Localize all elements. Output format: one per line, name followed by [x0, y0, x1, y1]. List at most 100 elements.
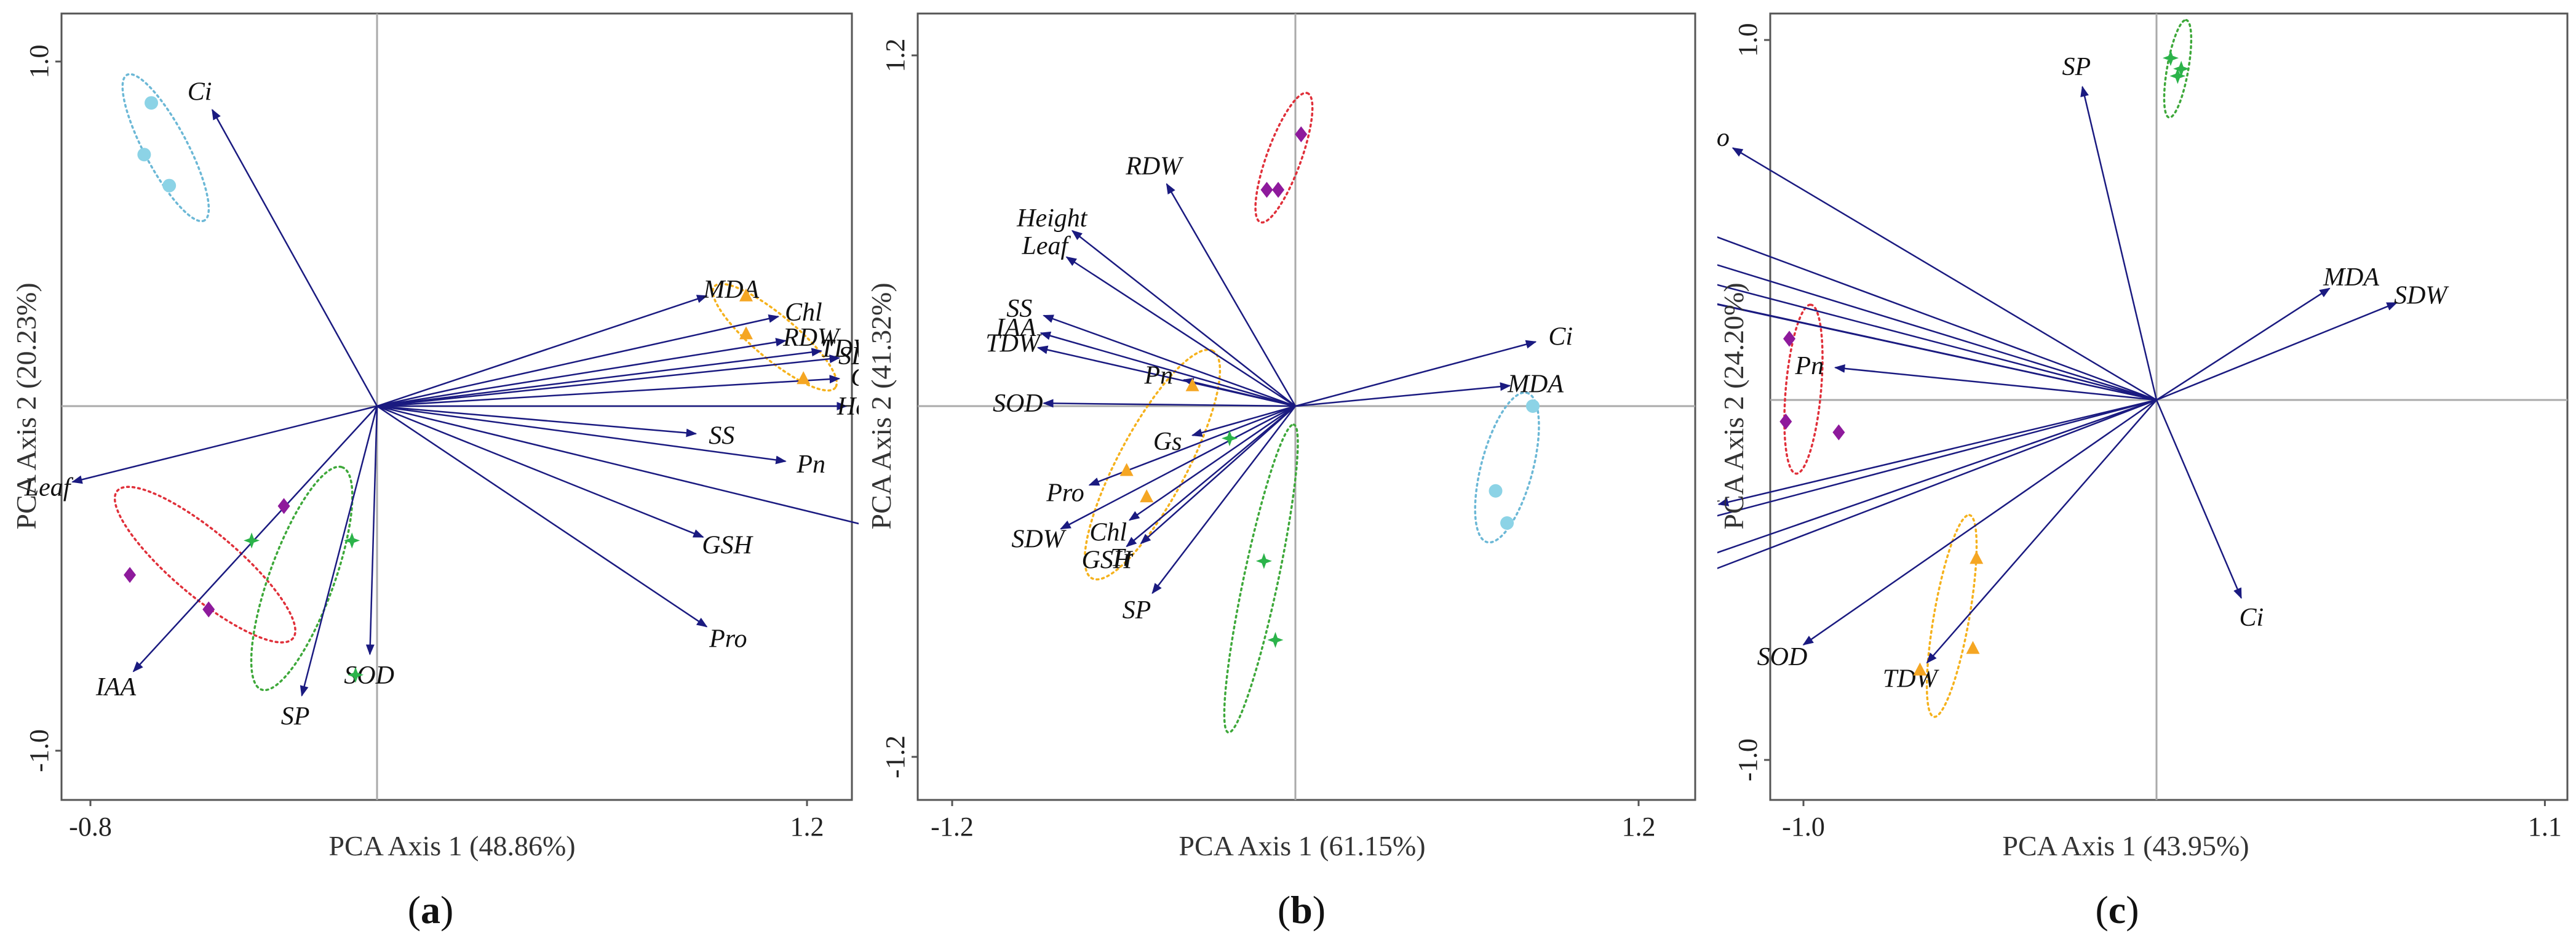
point-green — [244, 532, 260, 549]
vector-label-rdw: RDW — [782, 324, 841, 352]
ellipse-green — [1223, 423, 1299, 734]
vector-label-sp: SP — [281, 702, 310, 730]
y-tick-label: 1.0 — [24, 45, 54, 79]
vector-tdw — [1926, 399, 2157, 664]
x-tick-label: 1.2 — [790, 812, 824, 842]
vector-gsh — [1717, 399, 2157, 506]
point-green — [1255, 553, 1272, 569]
vector-label-chl: Chl — [785, 298, 822, 327]
vector-pn — [1182, 378, 1296, 407]
vector-gsh — [1126, 406, 1296, 548]
vector-pro — [1731, 147, 2157, 401]
ellipse-green — [2163, 18, 2193, 119]
x-tick-label: -0.8 — [69, 812, 112, 842]
y-tick-label: 1.2 — [880, 39, 910, 73]
point-purple — [202, 601, 215, 618]
vector-tr — [1140, 406, 1296, 545]
vector-sp — [1151, 406, 1296, 594]
vector-tr — [1717, 236, 2157, 401]
vector-label-gsh: GSH — [702, 531, 753, 559]
ellipse-green — [250, 465, 354, 692]
point-blue — [145, 96, 159, 110]
vector-gsh — [376, 405, 704, 538]
vector-label-gs: Gs — [851, 364, 859, 392]
vector-rdw — [1717, 399, 2157, 517]
point-green — [1267, 632, 1284, 648]
vector-label-sp: SP — [2062, 53, 2091, 81]
point-green — [2173, 60, 2190, 77]
point-blue — [1525, 399, 1540, 413]
vector-tr — [376, 405, 859, 525]
y-tick-label: -1.0 — [1733, 738, 1763, 781]
y-axis-label-a: PCA Axis 2 (20.23%) — [10, 282, 42, 529]
vector-label-mda: MDA — [1507, 370, 1564, 399]
vector-sp — [300, 406, 378, 697]
vector-chl — [376, 314, 780, 407]
vector-label-height: Height — [1016, 204, 1088, 233]
plot-frame — [1769, 12, 2569, 801]
y-tick-label: -1.0 — [24, 729, 54, 772]
vector-sdw — [376, 354, 841, 407]
point-purple — [1832, 424, 1845, 441]
ellipse-orange — [1083, 348, 1222, 581]
point-green — [344, 532, 360, 549]
point-purple — [1295, 126, 1308, 143]
vector-label-iaa: IAA — [995, 314, 1036, 342]
point-orange — [1119, 463, 1134, 476]
point-green — [348, 666, 364, 683]
point-blue — [1489, 484, 1503, 498]
vector-label-ci: Ci — [1548, 323, 1573, 351]
vector-sdw — [1060, 405, 1296, 530]
vector-iaa — [1717, 284, 2157, 401]
pca-biplot-a: -0.81.21.0-1.0CiMDAChlRDWTDWSDWGsHeightS… — [10, 12, 859, 932]
vector-ss — [1717, 303, 2157, 401]
ellipse-orange — [1925, 514, 1978, 718]
x-tick-label: -1.0 — [1782, 812, 1825, 842]
vector-label-pro: Pro — [1046, 479, 1084, 507]
vector-chl — [1717, 264, 2157, 401]
vector-label-chl: Chl — [1089, 519, 1127, 547]
vector-rdw — [376, 338, 787, 407]
point-orange — [1970, 551, 1984, 564]
point-purple — [124, 567, 137, 583]
x-tick-label: -1.2 — [931, 812, 974, 842]
vector-label-sod: SOD — [993, 390, 1043, 418]
vector-chl — [1128, 405, 1296, 521]
vector-ci — [1295, 340, 1537, 407]
point-purple — [1260, 182, 1273, 198]
vector-label-pn: Pn — [1143, 361, 1173, 390]
y-axis-label-b: PCA Axis 2 (41.32%) — [865, 282, 897, 529]
point-purple — [1783, 330, 1796, 347]
vector-sp — [2080, 86, 2158, 401]
pca-biplot-c: -1.01.11.0-1.0SPProTrChlIAAGsSSPnGSHRDWL… — [1717, 12, 2569, 932]
point-orange — [739, 326, 753, 340]
point-orange — [1913, 662, 1927, 676]
vector-tdw — [376, 348, 823, 407]
vector-label-rdw: RDW — [1125, 153, 1184, 181]
x-tick-label: 1.1 — [2528, 812, 2562, 842]
vector-label-sdw: SDW — [1011, 525, 1067, 553]
ellipse-blue — [1474, 391, 1540, 544]
point-green — [2163, 50, 2179, 66]
vector-gs — [1191, 405, 1296, 437]
panel-letter-c: (c) — [2095, 888, 2139, 932]
vector-ss — [376, 405, 698, 438]
vector-sod — [365, 406, 378, 655]
y-tick-label: 1.0 — [1733, 23, 1763, 57]
plot-area-c: -1.01.11.0-1.0SPProTrChlIAAGsSSPnGSHRDWL… — [1717, 12, 2569, 842]
vector-label-ci: Ci — [188, 78, 212, 106]
vector-ci — [211, 108, 378, 407]
point-purple — [277, 498, 290, 514]
vector-pro — [376, 405, 708, 628]
point-green — [2169, 68, 2186, 84]
vector-mda — [376, 295, 708, 407]
vector-sdw — [2156, 302, 2398, 401]
vector-height — [1717, 399, 2157, 569]
vector-ss — [1043, 314, 1296, 407]
panel-letter-b: (b) — [1278, 888, 1326, 932]
x-axis-label-b: PCA Axis 1 (61.15%) — [1179, 830, 1425, 861]
vector-pn — [376, 405, 787, 465]
vector-pn — [1834, 364, 2157, 401]
vector-label-tdw: TDW — [985, 329, 1043, 358]
